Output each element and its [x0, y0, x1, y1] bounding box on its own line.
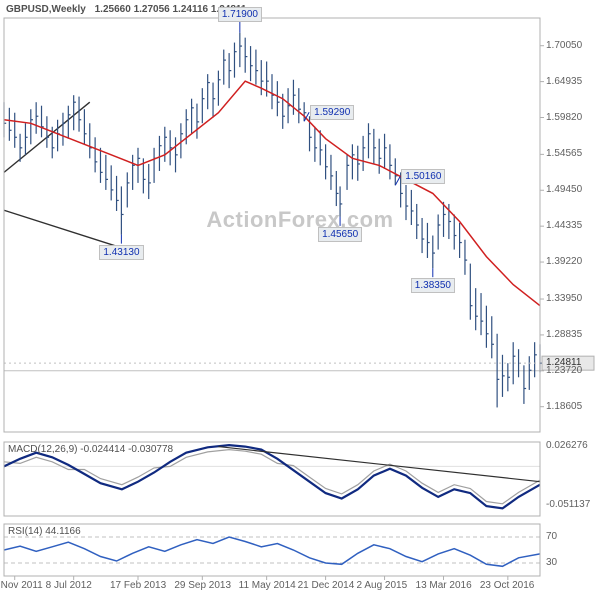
x-tick: 2 Aug 2015	[357, 580, 408, 591]
rsi-ytick: 30	[546, 557, 557, 568]
x-tick: 8 Jul 2012	[46, 580, 92, 591]
current-price: 1.24811	[546, 357, 581, 368]
price-ytick: 1.64935	[546, 76, 582, 87]
price-ytick: 1.39220	[546, 256, 582, 267]
macd-ytick: -0.051137	[546, 499, 590, 510]
x-tick: 21 Dec 2014	[298, 580, 355, 591]
x-tick: 13 Mar 2016	[416, 580, 472, 591]
rsi-ytick: 70	[546, 531, 557, 542]
price-annotation: 1.59290	[310, 105, 354, 120]
macd-ytick: 0.026276	[546, 440, 588, 451]
price-ytick: 1.59820	[546, 112, 582, 123]
price-ytick: 1.54565	[546, 148, 582, 159]
price-annotation: 1.45650	[318, 227, 362, 242]
macd-title: MACD(12,26,9) -0.024414 -0.030778	[8, 444, 173, 455]
price-annotation: 1.50160	[401, 169, 445, 184]
price-ytick: 1.18605	[546, 401, 582, 412]
price-ytick: 1.70050	[546, 40, 582, 51]
rsi-chart	[0, 0, 600, 600]
rsi-title: RSI(14) 44.1166	[8, 526, 81, 537]
price-annotation: 1.43130	[99, 245, 143, 260]
x-tick: 27 Nov 2011	[0, 580, 43, 591]
x-tick: 29 Sep 2013	[174, 580, 231, 591]
price-ytick: 1.49450	[546, 184, 582, 195]
x-tick: 11 May 2014	[239, 580, 296, 591]
price-ytick: 1.44335	[546, 220, 582, 231]
x-tick: 23 Oct 2016	[480, 580, 534, 591]
price-annotation: 1.38350	[411, 278, 455, 293]
x-tick: 17 Feb 2013	[110, 580, 166, 591]
price-ytick: 1.33950	[546, 293, 582, 304]
price-annotation: 1.71900	[218, 7, 262, 22]
price-ytick: 1.28835	[546, 329, 582, 340]
